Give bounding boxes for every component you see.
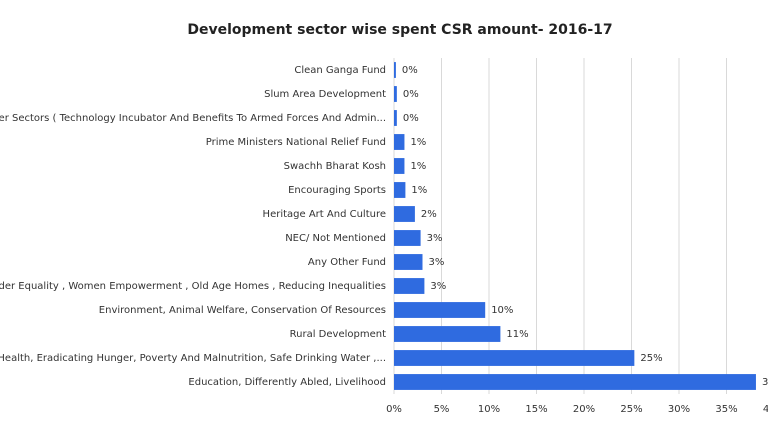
bar <box>394 134 405 150</box>
value-label: 10% <box>491 305 513 316</box>
y-tick-label: Swachh Bharat Kosh <box>284 161 386 172</box>
value-label: 3% <box>430 281 446 292</box>
y-tick-label: Encouraging Sports <box>288 185 386 196</box>
bar <box>394 230 421 246</box>
chart-title: Development sector wise spent CSR amount… <box>187 22 612 38</box>
bar <box>394 86 397 102</box>
x-tick-label: 15% <box>525 404 547 415</box>
x-tick-label: 25% <box>620 404 642 415</box>
value-label: 3% <box>427 233 443 244</box>
bar <box>394 302 486 318</box>
bar <box>394 374 756 390</box>
value-label: 2% <box>421 209 437 220</box>
bar <box>394 182 406 198</box>
y-tick-label: Heritage Art And Culture <box>263 209 386 220</box>
y-tick-label: Education, Differently Abled, Livelihood <box>188 377 386 388</box>
x-tick-label: 40% <box>763 404 768 415</box>
value-label: 0% <box>402 65 418 76</box>
x-tick-label: 20% <box>573 404 595 415</box>
value-label: 0% <box>403 89 419 100</box>
y-tick-label: NEC/ Not Mentioned <box>285 233 386 244</box>
bar <box>394 278 425 294</box>
value-label: 38% <box>762 377 768 388</box>
value-label: 25% <box>640 353 662 364</box>
bar <box>394 350 635 366</box>
bar <box>394 254 423 270</box>
value-label: 3% <box>429 257 445 268</box>
x-tick-label: 5% <box>434 404 450 415</box>
x-tick-label: 30% <box>668 404 690 415</box>
y-tick-label: Prime Ministers National Relief Fund <box>206 137 386 148</box>
y-tick-label: Other Sectors ( Technology Incubator And… <box>0 113 386 124</box>
value-label: 1% <box>410 137 426 148</box>
y-tick-label: Clean Ganga Fund <box>294 65 386 76</box>
value-label: 11% <box>506 329 528 340</box>
bar <box>394 206 415 222</box>
bar <box>394 110 397 126</box>
y-tick-label: Any Other Fund <box>308 257 386 268</box>
y-tick-label: Rural Development <box>290 329 386 340</box>
bar <box>394 62 396 78</box>
y-tick-label: Environment, Animal Welfare, Conservatio… <box>99 305 386 316</box>
y-tick-label: Slum Area Development <box>264 89 386 100</box>
y-tick-label: Gender Equality , Women Empowerment , Ol… <box>0 281 386 292</box>
value-label: 1% <box>410 161 426 172</box>
x-tick-label: 35% <box>715 404 737 415</box>
value-label: 1% <box>411 185 427 196</box>
y-tick-label: Health, Eradicating Hunger, Poverty And … <box>0 353 386 364</box>
x-tick-label: 0% <box>386 404 402 415</box>
bar <box>394 326 501 342</box>
x-tick-label: 10% <box>478 404 500 415</box>
bar <box>394 158 405 174</box>
value-label: 0% <box>403 113 419 124</box>
